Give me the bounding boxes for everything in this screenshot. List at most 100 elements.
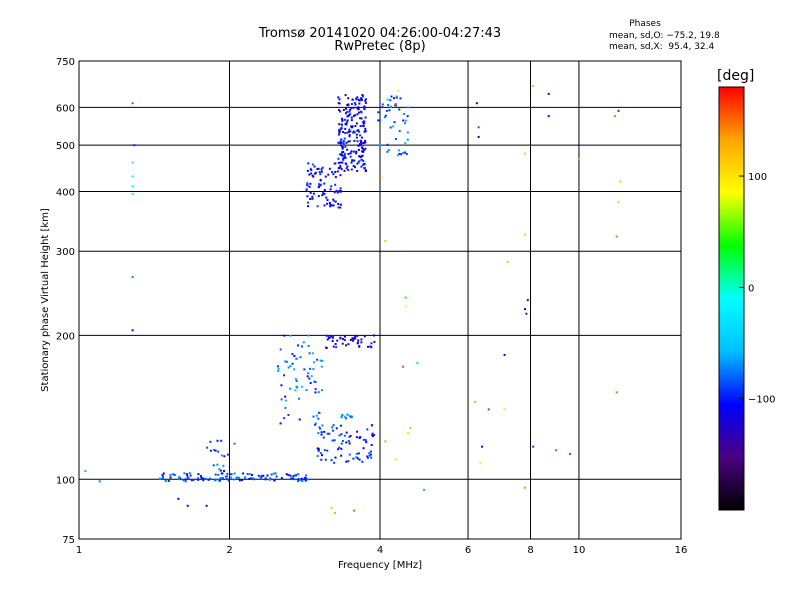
data-point	[369, 345, 372, 348]
data-point	[317, 167, 320, 170]
data-point	[532, 84, 535, 87]
data-point	[409, 427, 412, 430]
data-point	[216, 463, 219, 466]
data-point	[305, 474, 308, 477]
data-point	[360, 341, 363, 344]
data-point	[370, 346, 373, 349]
data-point	[317, 417, 320, 420]
data-point	[183, 472, 186, 475]
y-tick-label: 100	[56, 475, 75, 486]
data-point	[526, 299, 529, 302]
data-point	[363, 130, 366, 133]
data-point	[334, 200, 337, 203]
data-point	[330, 459, 333, 462]
data-point	[503, 408, 506, 411]
data-point	[362, 150, 365, 153]
data-point	[337, 190, 340, 193]
data-point	[355, 452, 358, 455]
data-point	[341, 146, 344, 149]
data-point	[341, 161, 344, 164]
data-point	[264, 478, 267, 481]
data-point	[363, 105, 366, 108]
data-point	[340, 442, 343, 445]
data-point	[190, 479, 193, 482]
data-point	[356, 334, 359, 337]
data-point	[348, 133, 351, 136]
data-point	[364, 130, 367, 133]
phase-stat-x-mode: mean, sd,X: 95.4, 32.4	[609, 42, 715, 52]
data-point	[309, 382, 312, 385]
data-point	[172, 473, 175, 476]
data-point	[205, 504, 208, 507]
data-point	[294, 474, 297, 477]
data-point	[306, 182, 309, 185]
data-point	[310, 172, 313, 175]
data-point	[360, 165, 363, 168]
data-point	[347, 152, 350, 155]
data-point	[305, 183, 308, 186]
data-point	[308, 377, 311, 380]
data-point	[362, 147, 365, 150]
data-point	[321, 424, 324, 427]
data-point	[340, 124, 343, 127]
data-point	[243, 476, 246, 479]
data-point	[363, 107, 366, 110]
data-point	[475, 102, 478, 105]
data-point	[306, 195, 309, 198]
data-point	[342, 158, 345, 161]
data-point	[308, 185, 311, 188]
data-point	[131, 161, 134, 164]
data-point	[368, 454, 371, 457]
data-point	[390, 95, 393, 98]
data-point	[337, 102, 340, 105]
data-point	[373, 334, 376, 337]
data-point	[340, 168, 343, 171]
data-point	[345, 121, 348, 124]
data-point	[341, 119, 344, 122]
x-axis-label: Frequency [MHz]	[338, 560, 422, 571]
data-point	[406, 131, 409, 134]
data-point	[395, 95, 398, 98]
data-point	[341, 151, 344, 154]
data-point	[216, 439, 219, 442]
data-point	[289, 474, 292, 477]
data-point	[346, 115, 349, 118]
data-point	[330, 204, 333, 207]
data-point	[213, 448, 216, 451]
data-point	[131, 175, 134, 178]
data-point	[358, 143, 361, 146]
data-point	[319, 173, 322, 176]
x-tick-label: 8	[527, 545, 533, 556]
data-point	[332, 345, 335, 348]
data-point	[343, 416, 346, 419]
data-point	[321, 166, 324, 169]
data-point	[354, 337, 357, 340]
data-point	[297, 478, 300, 481]
data-point	[358, 458, 361, 461]
data-point	[351, 125, 354, 128]
data-point	[298, 397, 301, 400]
chart-subtitle: RwPretec (8p)	[334, 39, 426, 54]
data-point	[308, 173, 311, 176]
data-point	[349, 338, 352, 341]
data-point	[357, 144, 360, 147]
data-point	[355, 436, 358, 439]
y-tick-label: 600	[56, 103, 75, 114]
data-point	[360, 338, 363, 341]
data-point	[311, 197, 314, 200]
data-point	[362, 121, 365, 124]
data-point	[361, 93, 364, 96]
data-point	[199, 475, 202, 478]
data-point	[314, 422, 317, 425]
colorbar	[718, 86, 745, 511]
data-point	[322, 436, 325, 439]
data-point	[364, 139, 367, 142]
x-tick-label: 2	[226, 545, 232, 556]
data-point	[311, 195, 314, 198]
data-point	[384, 114, 387, 117]
data-point	[233, 478, 236, 481]
data-point	[353, 139, 356, 142]
data-point	[184, 478, 187, 481]
data-point	[361, 141, 364, 144]
data-point	[314, 380, 317, 383]
